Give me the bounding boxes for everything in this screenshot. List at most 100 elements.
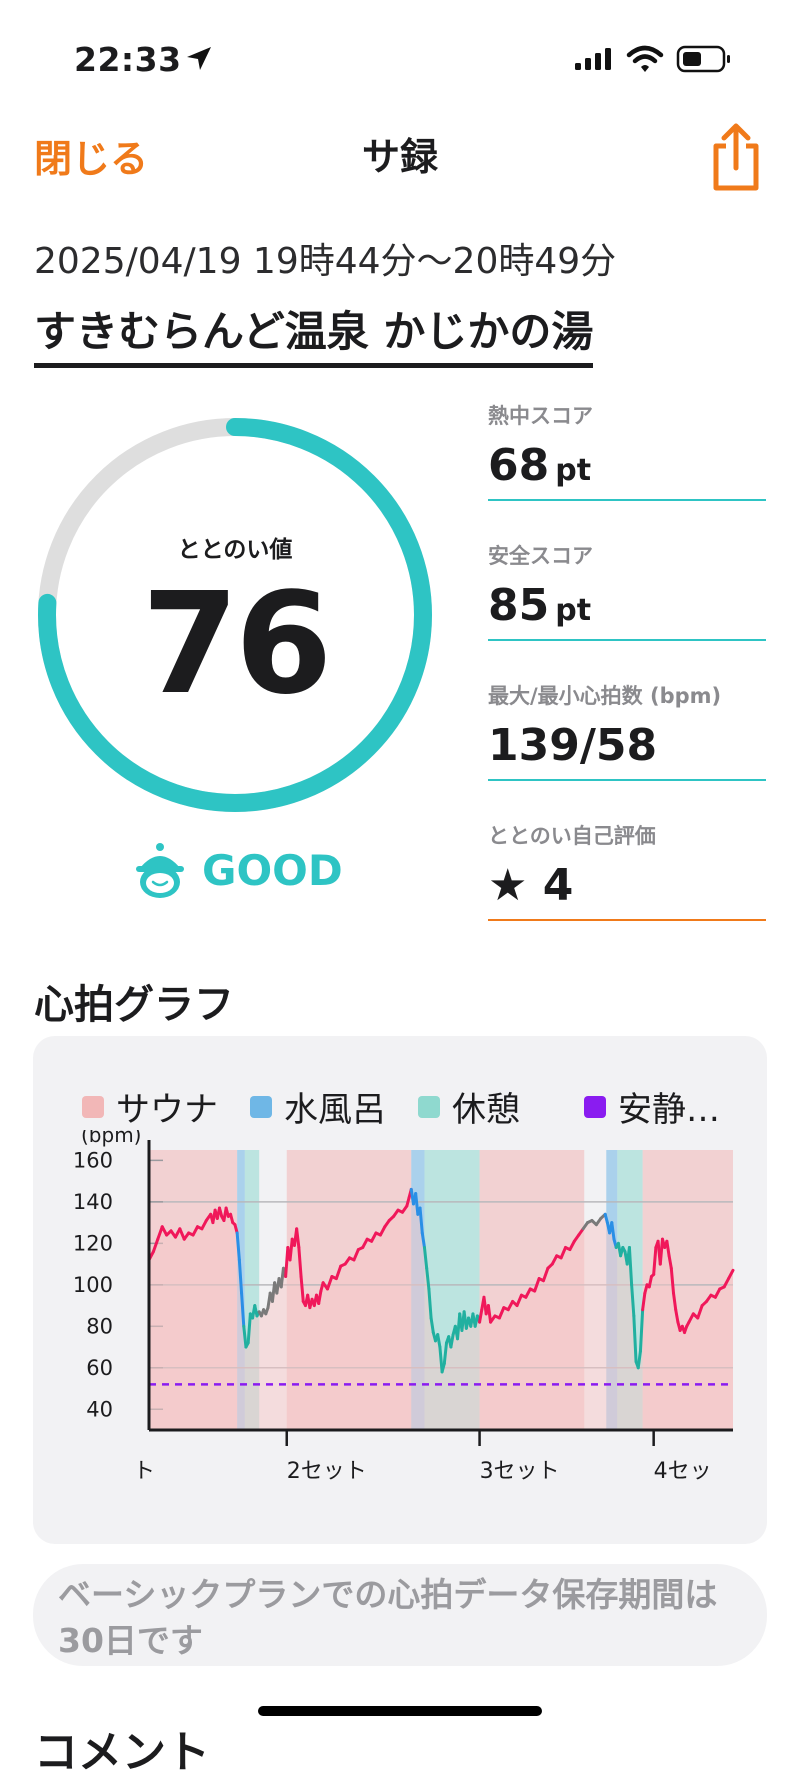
divider — [488, 499, 766, 501]
y-tick-label: 60 — [86, 1356, 113, 1380]
metric-label: 熱中スコア — [488, 404, 593, 428]
metric-heat-score: 熱中スコア 68 pt — [488, 400, 766, 501]
hr-line-segment — [191, 1225, 199, 1237]
y-tick-label: 120 — [73, 1231, 113, 1255]
hr-line-segment — [237, 1258, 244, 1295]
hr-area — [149, 1189, 733, 1430]
hr-line-segment — [246, 1312, 252, 1345]
battery-icon — [676, 45, 730, 73]
metric-heart-rate-range: 最大/最小心拍数 (bpm) 139/58 — [488, 680, 766, 781]
hr-line-segment — [486, 1304, 493, 1324]
status-word: GOOD — [202, 846, 343, 895]
session-datetime: 2025/04/19 19時44分〜20時49分 — [34, 241, 617, 282]
metric-label: 最大/最小心拍数 (bpm) — [488, 684, 722, 708]
legend-swatch — [82, 1095, 104, 1118]
hr-line-segment — [449, 1333, 455, 1349]
legend-rest: 休憩 — [418, 1082, 520, 1131]
legend-label: サウナ — [116, 1090, 218, 1130]
score-label: ととのい値 — [177, 537, 293, 563]
hr-line-segment — [667, 1254, 673, 1270]
hr-line-segment — [568, 1239, 576, 1252]
metric-unit: pt — [555, 453, 592, 488]
hr-line-segment — [370, 1231, 378, 1243]
hr-line-segment — [550, 1254, 559, 1266]
hr-line-segment — [638, 1308, 645, 1353]
hr-line-segment — [541, 1266, 550, 1283]
hr-line-segment — [632, 1314, 638, 1364]
facility-name[interactable]: すきむらんど温泉 かじかの湯 — [34, 298, 594, 368]
hr-line-segment — [352, 1248, 360, 1262]
metric-value: 68 — [488, 440, 550, 491]
hr-line-segment — [630, 1283, 636, 1318]
hr-line-segment — [713, 1287, 722, 1299]
hr-line-segment — [414, 1192, 420, 1216]
hr-line-segment — [671, 1291, 678, 1312]
page-title: サ録 — [361, 135, 438, 179]
hr-line-segment — [497, 1306, 506, 1320]
hr-line-segment — [636, 1349, 642, 1370]
heart-rate-section-title: 心拍グラフ — [34, 982, 234, 1028]
x-tick-label: 2セット — [287, 1459, 367, 1484]
rating-value: ★ 4 — [488, 860, 574, 911]
hr-line-segment — [427, 1287, 433, 1320]
hr-line-segment — [559, 1245, 568, 1260]
metric-unit: pt — [555, 593, 592, 628]
hr-line-segment — [478, 1308, 484, 1324]
hr-line-segment — [235, 1231, 241, 1262]
score-ring — [38, 418, 432, 812]
x-tick-label: 3セット — [480, 1459, 560, 1484]
comment-section-title: コメント — [34, 1727, 210, 1778]
x-tick-label: 4セッ — [654, 1459, 712, 1484]
metric-value: 85 — [488, 580, 550, 631]
metric-self-rating[interactable]: ととのい自己評価 ★ 4 — [488, 820, 766, 921]
hr-line-segment — [429, 1316, 435, 1335]
hr-line-segment — [334, 1264, 343, 1281]
hr-line-segment — [422, 1245, 429, 1270]
hr-line-segment — [524, 1287, 532, 1299]
hr-line-segment — [506, 1299, 515, 1312]
hr-line-segment — [240, 1291, 246, 1328]
score-value: 76 — [141, 563, 333, 726]
hr-line-segment — [242, 1324, 248, 1349]
hr-line-segment — [420, 1231, 426, 1249]
x-tick-label: ト — [133, 1459, 155, 1484]
signal-icon — [575, 48, 611, 70]
hr-line-segment — [610, 1221, 616, 1241]
storage-notice-text: ベーシックプランでの心拍データ保存期間は30日です — [58, 1575, 718, 1660]
hr-line-segment — [627, 1245, 634, 1287]
legend-label: 水風呂 — [284, 1090, 386, 1130]
metric-safety-score: 安全スコア 85 pt — [488, 540, 766, 641]
hr-line-segment — [326, 1275, 334, 1291]
hr-line-segment — [288, 1237, 294, 1262]
legend-label: 安静… — [618, 1090, 720, 1130]
hr-line-segment — [533, 1277, 541, 1293]
hr-line-segment — [361, 1237, 369, 1249]
hr-line-segment — [160, 1225, 169, 1237]
y-tick-label: 100 — [73, 1273, 113, 1297]
hr-line-segment — [418, 1206, 424, 1235]
hr-line-segment — [696, 1304, 704, 1320]
hr-line-segment — [641, 1291, 647, 1312]
legend-swatch — [418, 1095, 440, 1118]
y-tick-label: 80 — [86, 1314, 113, 1338]
storage-notice — [33, 1564, 767, 1666]
close-button[interactable]: 閉じる — [34, 137, 149, 181]
hr-line-segment — [442, 1341, 449, 1366]
divider — [488, 639, 766, 641]
location-arrow-icon — [187, 47, 211, 70]
status-time: 22:33 — [74, 40, 182, 79]
mascot-icon — [136, 843, 184, 898]
metric-label: ととのい自己評価 — [488, 824, 656, 848]
y-tick-label: 160 — [73, 1148, 113, 1172]
legend-swatch — [584, 1095, 606, 1118]
legend-swatch — [250, 1095, 272, 1118]
legend-sauna: サウナ — [82, 1082, 218, 1131]
hr-line-segment — [299, 1275, 305, 1303]
hr-line-segment — [297, 1245, 303, 1279]
hr-line-segment — [515, 1293, 523, 1308]
legend-label: 休憩 — [452, 1090, 520, 1130]
y-axis-label: (bpm) — [81, 1130, 141, 1147]
share-icon[interactable] — [708, 120, 764, 192]
divider — [488, 919, 766, 921]
hr-line-segment — [647, 1275, 653, 1289]
